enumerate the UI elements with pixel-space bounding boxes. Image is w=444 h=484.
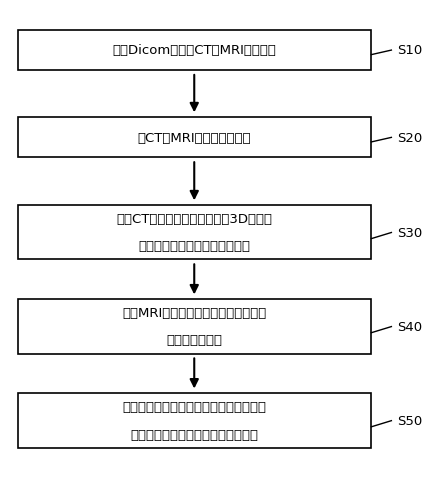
FancyBboxPatch shape (18, 393, 371, 448)
Text: 并计算病变区在股骨头处的体积占比: 并计算病变区在股骨头处的体积占比 (130, 428, 258, 440)
Text: S50: S50 (397, 414, 423, 427)
Text: 建立髋关节骨性结构的三维模型: 建立髋关节骨性结构的三维模型 (138, 240, 250, 253)
Text: 建立病变区模型: 建立病变区模型 (166, 334, 222, 347)
Text: S40: S40 (397, 320, 423, 333)
FancyBboxPatch shape (18, 206, 371, 260)
FancyBboxPatch shape (18, 31, 371, 71)
Text: S20: S20 (397, 132, 423, 144)
Text: 利用CT图像资料配合区域增长3D计算，: 利用CT图像资料配合区域增长3D计算， (116, 213, 272, 226)
Text: 获取Dicom格式的CT和MRI图像资料: 获取Dicom格式的CT和MRI图像资料 (112, 45, 276, 57)
Text: 对CT和MRI图像进平滑处理: 对CT和MRI图像进平滑处理 (138, 132, 251, 144)
FancyBboxPatch shape (18, 300, 371, 354)
Text: S10: S10 (397, 45, 423, 57)
Text: 通过布尔交集算法获得股骨头部分体积，: 通过布尔交集算法获得股骨头部分体积， (122, 401, 266, 413)
Text: S30: S30 (397, 227, 423, 239)
FancyBboxPatch shape (18, 118, 371, 158)
Text: 利用MRI图像资料结合图像融合算法，: 利用MRI图像资料结合图像融合算法， (122, 307, 266, 319)
